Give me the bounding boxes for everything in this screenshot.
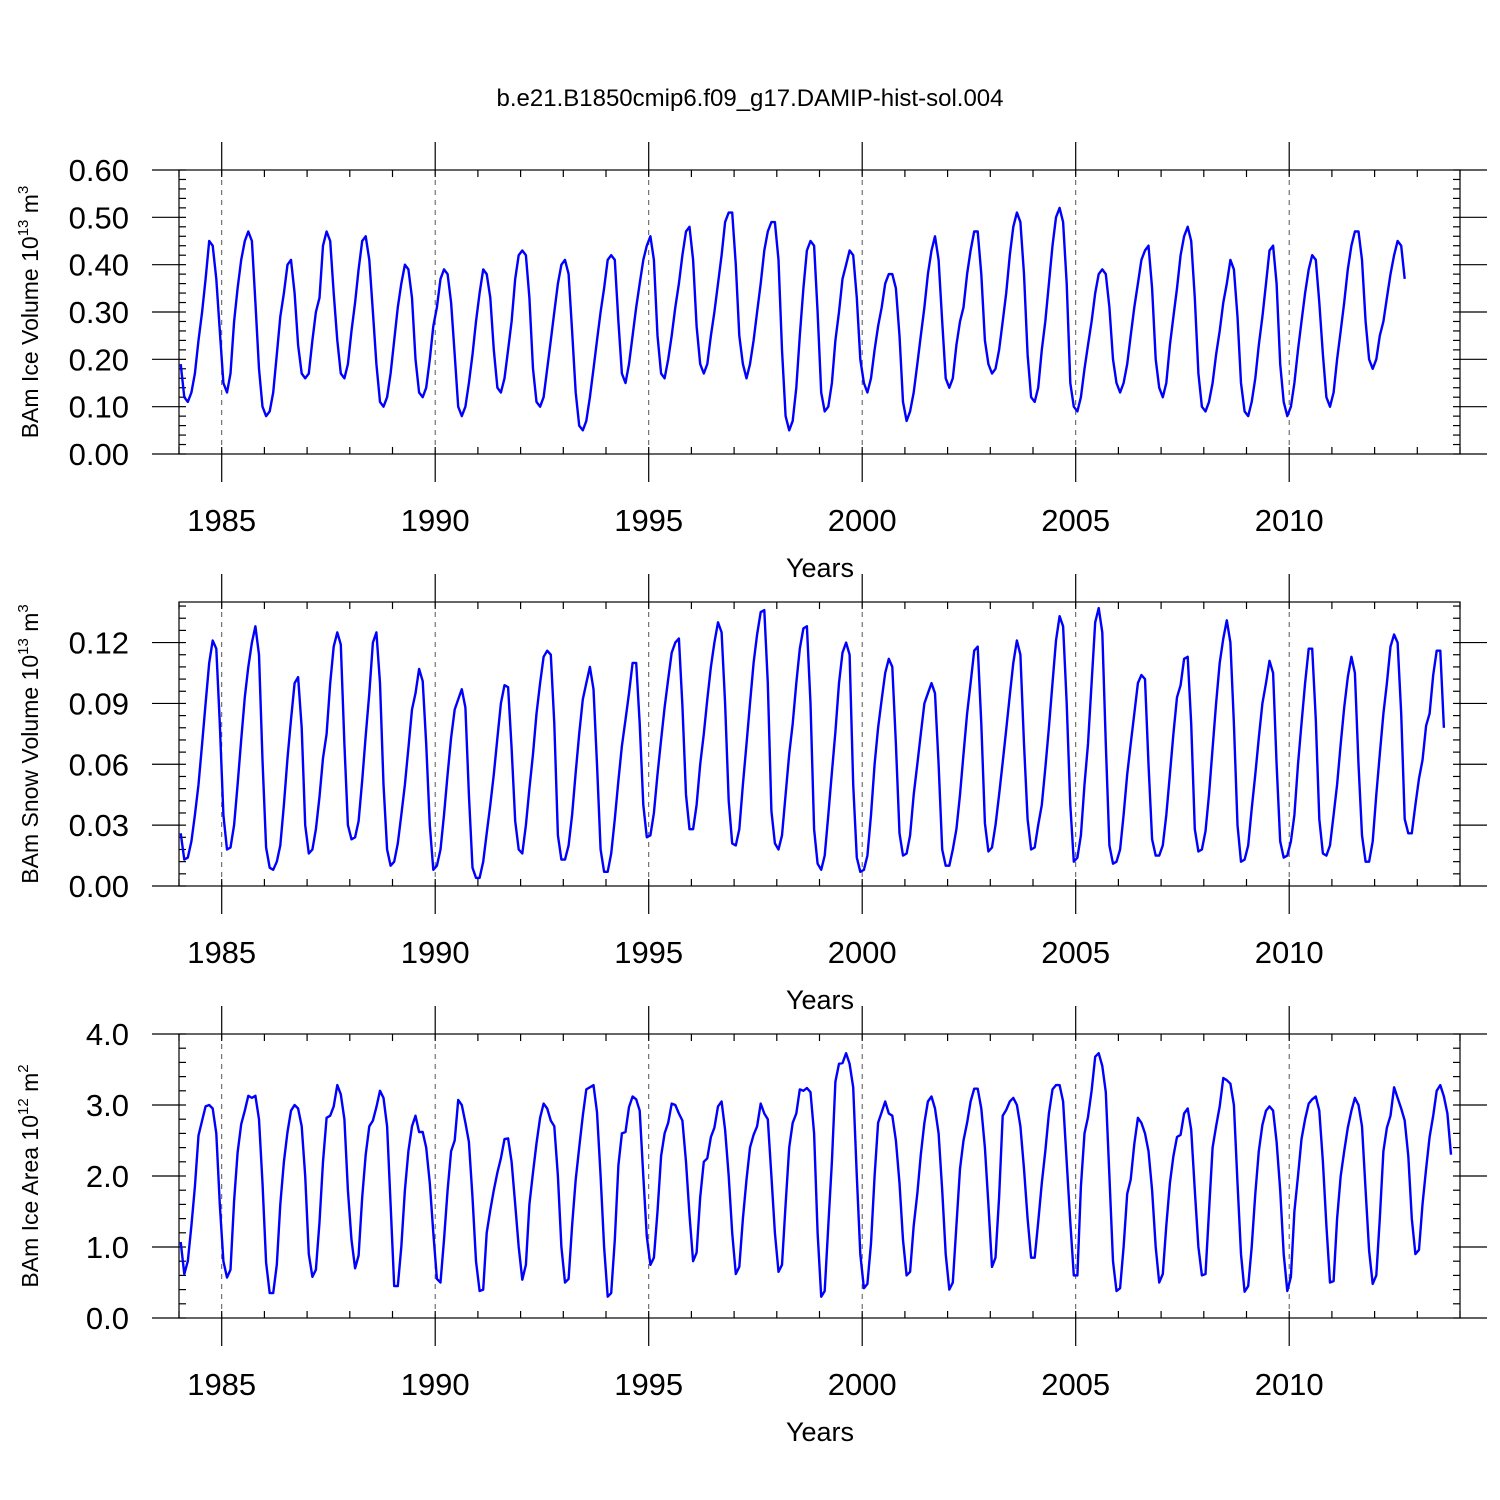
snow-volume-x-tick-label: 1985 bbox=[187, 935, 256, 970]
ice-area-y-tick-label: 3.0 bbox=[86, 1088, 129, 1123]
ice-volume-y-tick-label: 0.10 bbox=[69, 390, 129, 425]
snow-volume-x-tick-label: 2010 bbox=[1255, 935, 1324, 970]
ice-volume-y-tick-label: 0.00 bbox=[69, 437, 129, 472]
snow-volume-y-axis-label: BAm Snow Volume 1013 m3 bbox=[15, 604, 43, 883]
ice-volume-x-tick-label: 1985 bbox=[187, 503, 256, 538]
ice-area-y-axis-label: BAm Ice Area 1012 m2 bbox=[15, 1064, 43, 1287]
snow-volume-x-tick-label: 2000 bbox=[828, 935, 897, 970]
ice-area-y-tick-label: 0.0 bbox=[86, 1301, 129, 1336]
ice-volume-y-tick-label: 0.20 bbox=[69, 342, 129, 377]
ice-volume-y-axis-label: BAm Ice Volume 1013 m3 bbox=[15, 186, 43, 439]
ice-volume-y-tick-label: 0.30 bbox=[69, 295, 129, 330]
snow-volume-panel: 1985 1990 1995 2000 2005 2010 0.00 0.03 0.06 0.09… bbox=[15, 574, 1487, 1015]
ice-volume-y-tick-label: 0.40 bbox=[69, 248, 129, 283]
ice-volume-x-tick-label: 1995 bbox=[614, 503, 683, 538]
ice-area-x-tick-label: 1990 bbox=[401, 1367, 470, 1402]
ice-volume-plot-frame bbox=[178, 169, 1461, 455]
ice-volume-series-line bbox=[179, 206, 1406, 432]
snow-volume-y-tick-label: 0.09 bbox=[69, 686, 129, 721]
snow-volume-y-tick-label: 0.12 bbox=[69, 626, 129, 661]
snow-volume-y-tick-label: 0.03 bbox=[69, 808, 129, 843]
ice-area-y-tick-label: 2.0 bbox=[86, 1159, 129, 1194]
snow-volume-x-tick-label: 1995 bbox=[614, 935, 683, 970]
ice-volume-y-tick-label: 0.50 bbox=[69, 200, 129, 235]
figure-title: b.e21.B1850cmip6.f09_g17.DAMIP-hist-sol.… bbox=[497, 85, 1004, 112]
ice-volume-x-tick-label: 1990 bbox=[401, 503, 470, 538]
snow-volume-plot-frame bbox=[178, 601, 1461, 887]
snow-volume-x-tick-label: 1990 bbox=[401, 935, 470, 970]
ice-area-x-tick-label: 2005 bbox=[1041, 1367, 1110, 1402]
ice-volume-x-tick-label: 2000 bbox=[828, 503, 897, 538]
ice-area-y-tick-label: 1.0 bbox=[86, 1230, 129, 1265]
snow-volume-x-tick-label: 2005 bbox=[1041, 935, 1110, 970]
ice-area-series-line bbox=[179, 1052, 1453, 1298]
ice-area-x-tick-label: 1985 bbox=[187, 1367, 256, 1402]
ice-volume-x-axis-label: Years bbox=[786, 553, 854, 583]
ice-area-x-tick-label: 2010 bbox=[1255, 1367, 1324, 1402]
ice-area-x-tick-label: 1995 bbox=[614, 1367, 683, 1402]
snow-volume-x-axis-label: Years bbox=[786, 985, 854, 1015]
ice-area-x-tick-label: 2000 bbox=[828, 1367, 897, 1402]
snow-volume-series-line bbox=[179, 606, 1446, 880]
ice-volume-x-tick-label: 2005 bbox=[1041, 503, 1110, 538]
ice-area-panel: 1985 1990 1995 2000 2005 2010 0.0 1.0 2.0 3.0 4.0 Y… bbox=[15, 1006, 1487, 1447]
ice-volume-y-tick-label: 0.60 bbox=[69, 153, 129, 188]
ice-volume-panel: 1985 1990 1995 2000 2005 2010 0.00 0.10 0.20 0.30… bbox=[15, 142, 1487, 583]
snow-volume-y-tick-label: 0.00 bbox=[69, 869, 129, 904]
ice-area-y-tick-label: 4.0 bbox=[86, 1017, 129, 1052]
ice-area-x-axis-label: Years bbox=[786, 1417, 854, 1447]
ice-volume-x-tick-label: 2010 bbox=[1255, 503, 1324, 538]
snow-volume-y-tick-label: 0.06 bbox=[69, 747, 129, 782]
